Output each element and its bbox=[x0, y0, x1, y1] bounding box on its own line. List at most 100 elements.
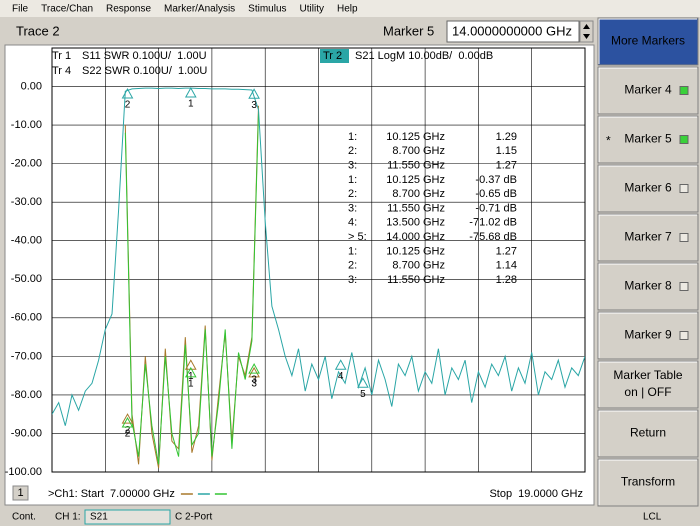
marker-value: -71.02 dB bbox=[469, 217, 517, 229]
softkey-indicator bbox=[679, 184, 689, 193]
marker-input[interactable] bbox=[446, 20, 580, 43]
softkey-label[interactable]: Marker 7 bbox=[624, 230, 672, 244]
softkey-indicator bbox=[679, 282, 689, 291]
softkey bbox=[597, 17, 699, 66]
marker-value: 1.29 bbox=[496, 131, 517, 143]
marker-number: 3 bbox=[251, 375, 257, 386]
softkey-label[interactable]: Marker 4 bbox=[624, 83, 672, 97]
marker-number: 1 bbox=[188, 379, 194, 390]
trace-line bbox=[52, 87, 585, 426]
softkey-indicator bbox=[679, 233, 689, 242]
spinner[interactable] bbox=[579, 20, 594, 43]
channel-stop: Stop 19.0000 GHz bbox=[489, 488, 583, 500]
marker-freq: 8.700 GHz bbox=[392, 260, 445, 272]
softkey[interactable] bbox=[597, 409, 699, 458]
marker-triangle bbox=[334, 359, 347, 370]
marker-triangle bbox=[121, 413, 134, 424]
y-tick-label: -40.00 bbox=[11, 235, 42, 247]
marker-triangle bbox=[121, 417, 134, 428]
trace-line bbox=[124, 113, 259, 465]
menu-item[interactable]: Help bbox=[337, 4, 358, 15]
menu-item[interactable]: Stimulus bbox=[248, 4, 286, 15]
trace-id: Tr 4 bbox=[52, 65, 71, 77]
marker-number: 1 bbox=[188, 99, 194, 110]
softkey-label[interactable]: on | OFF bbox=[624, 385, 671, 399]
softkey-bevel bbox=[598, 361, 697, 407]
softkey-label: More Markers bbox=[611, 34, 685, 48]
marker-triangle bbox=[248, 88, 260, 99]
marker-value: 1.27 bbox=[496, 160, 517, 172]
marker-freq: 8.700 GHz bbox=[392, 145, 445, 157]
channel-box bbox=[12, 485, 29, 501]
softkey-label[interactable]: Transform bbox=[621, 475, 675, 489]
softkey[interactable] bbox=[597, 458, 699, 507]
trace-legend: S11 SWR 0.100U/ 1.00U bbox=[82, 50, 207, 62]
softkey-label[interactable]: Marker Table bbox=[613, 368, 682, 382]
trace-legend: S22 SWR 0.100U/ 1.00U bbox=[82, 65, 207, 77]
marker-id: 2: bbox=[348, 260, 357, 272]
marker-number: 2 bbox=[125, 429, 131, 440]
plot-panel bbox=[4, 44, 595, 506]
marker-freq: 14.000 GHz bbox=[386, 231, 445, 243]
marker-value: -0.65 dB bbox=[475, 188, 517, 200]
marker-value: 1.27 bbox=[496, 245, 517, 257]
marker-number: 5 bbox=[360, 389, 366, 400]
trace-legend: S21 LogM 10.00dB/ 0.00dB bbox=[355, 50, 493, 62]
y-tick-label: 0.00 bbox=[21, 80, 42, 92]
marker-value: 1.28 bbox=[496, 274, 517, 286]
spinner-arrows bbox=[583, 24, 590, 39]
status-param: S21 bbox=[90, 512, 108, 523]
marker-id: 1: bbox=[348, 131, 357, 143]
marker-id: 2: bbox=[348, 188, 357, 200]
menu-item[interactable]: Marker/Analysis bbox=[164, 4, 235, 15]
marker-id: 4: bbox=[348, 217, 357, 229]
marker-id: 2: bbox=[348, 145, 357, 157]
menu-item[interactable]: File bbox=[12, 4, 29, 15]
channel-number: 1 bbox=[17, 487, 23, 499]
marker-value: -0.37 dB bbox=[475, 174, 517, 186]
marker-triangle bbox=[248, 363, 260, 374]
menu-item[interactable]: Response bbox=[106, 4, 151, 15]
marker-value: 1.15 bbox=[496, 145, 517, 157]
channel-start: >Ch1: Start 7.00000 GHz bbox=[48, 488, 175, 500]
marker-triangle bbox=[184, 359, 197, 370]
status-cal: C 2-Port bbox=[175, 512, 212, 523]
marker-value: -0.71 dB bbox=[475, 202, 517, 214]
marker-freq: 11.550 GHz bbox=[387, 160, 445, 172]
marker-id: 1: bbox=[348, 245, 357, 257]
y-tick-label: -30.00 bbox=[11, 196, 42, 208]
softkey-label[interactable]: Marker 6 bbox=[624, 181, 672, 195]
marker-freq: 11.550 GHz bbox=[387, 274, 445, 286]
status-param-box bbox=[84, 509, 171, 525]
softkey-label[interactable]: Marker 5 bbox=[624, 132, 672, 146]
y-tick-label: -50.00 bbox=[11, 273, 42, 285]
softkey-bevel bbox=[598, 459, 697, 505]
status-ref: LCL bbox=[643, 512, 662, 523]
marker-label: Marker 5 bbox=[383, 23, 434, 38]
menu-item[interactable]: Trace/Chan bbox=[41, 4, 93, 15]
y-tick-label: -70.00 bbox=[11, 350, 42, 362]
softkey-prefix: * bbox=[606, 134, 611, 148]
softkey-bevel bbox=[598, 410, 697, 456]
softkey-indicator bbox=[679, 135, 689, 144]
marker-id: 3: bbox=[348, 274, 357, 286]
active-trace-box bbox=[320, 49, 349, 63]
softkey[interactable] bbox=[597, 360, 699, 409]
y-tick-label: -60.00 bbox=[11, 312, 42, 324]
marker-triangle bbox=[248, 366, 260, 378]
marker-number: 3 bbox=[251, 379, 257, 390]
marker-id: 3: bbox=[348, 160, 357, 172]
marker-freq: 10.125 GHz bbox=[386, 174, 445, 186]
softkey-label[interactable]: Marker 9 bbox=[624, 328, 672, 342]
softkey-bevel bbox=[598, 116, 697, 162]
marker-value[interactable]: 14.0000000000 GHz bbox=[452, 23, 572, 38]
marker-id: > 5: bbox=[348, 231, 367, 243]
menu-item[interactable]: Utility bbox=[300, 4, 324, 15]
marker-freq: 10.125 GHz bbox=[386, 131, 445, 143]
softkey-label[interactable]: Return bbox=[630, 426, 666, 440]
softkey-label[interactable]: Marker 8 bbox=[624, 279, 672, 293]
softkey-bevel bbox=[598, 263, 697, 309]
softkey-bevel bbox=[598, 312, 697, 358]
menu-bar bbox=[0, 0, 700, 17]
